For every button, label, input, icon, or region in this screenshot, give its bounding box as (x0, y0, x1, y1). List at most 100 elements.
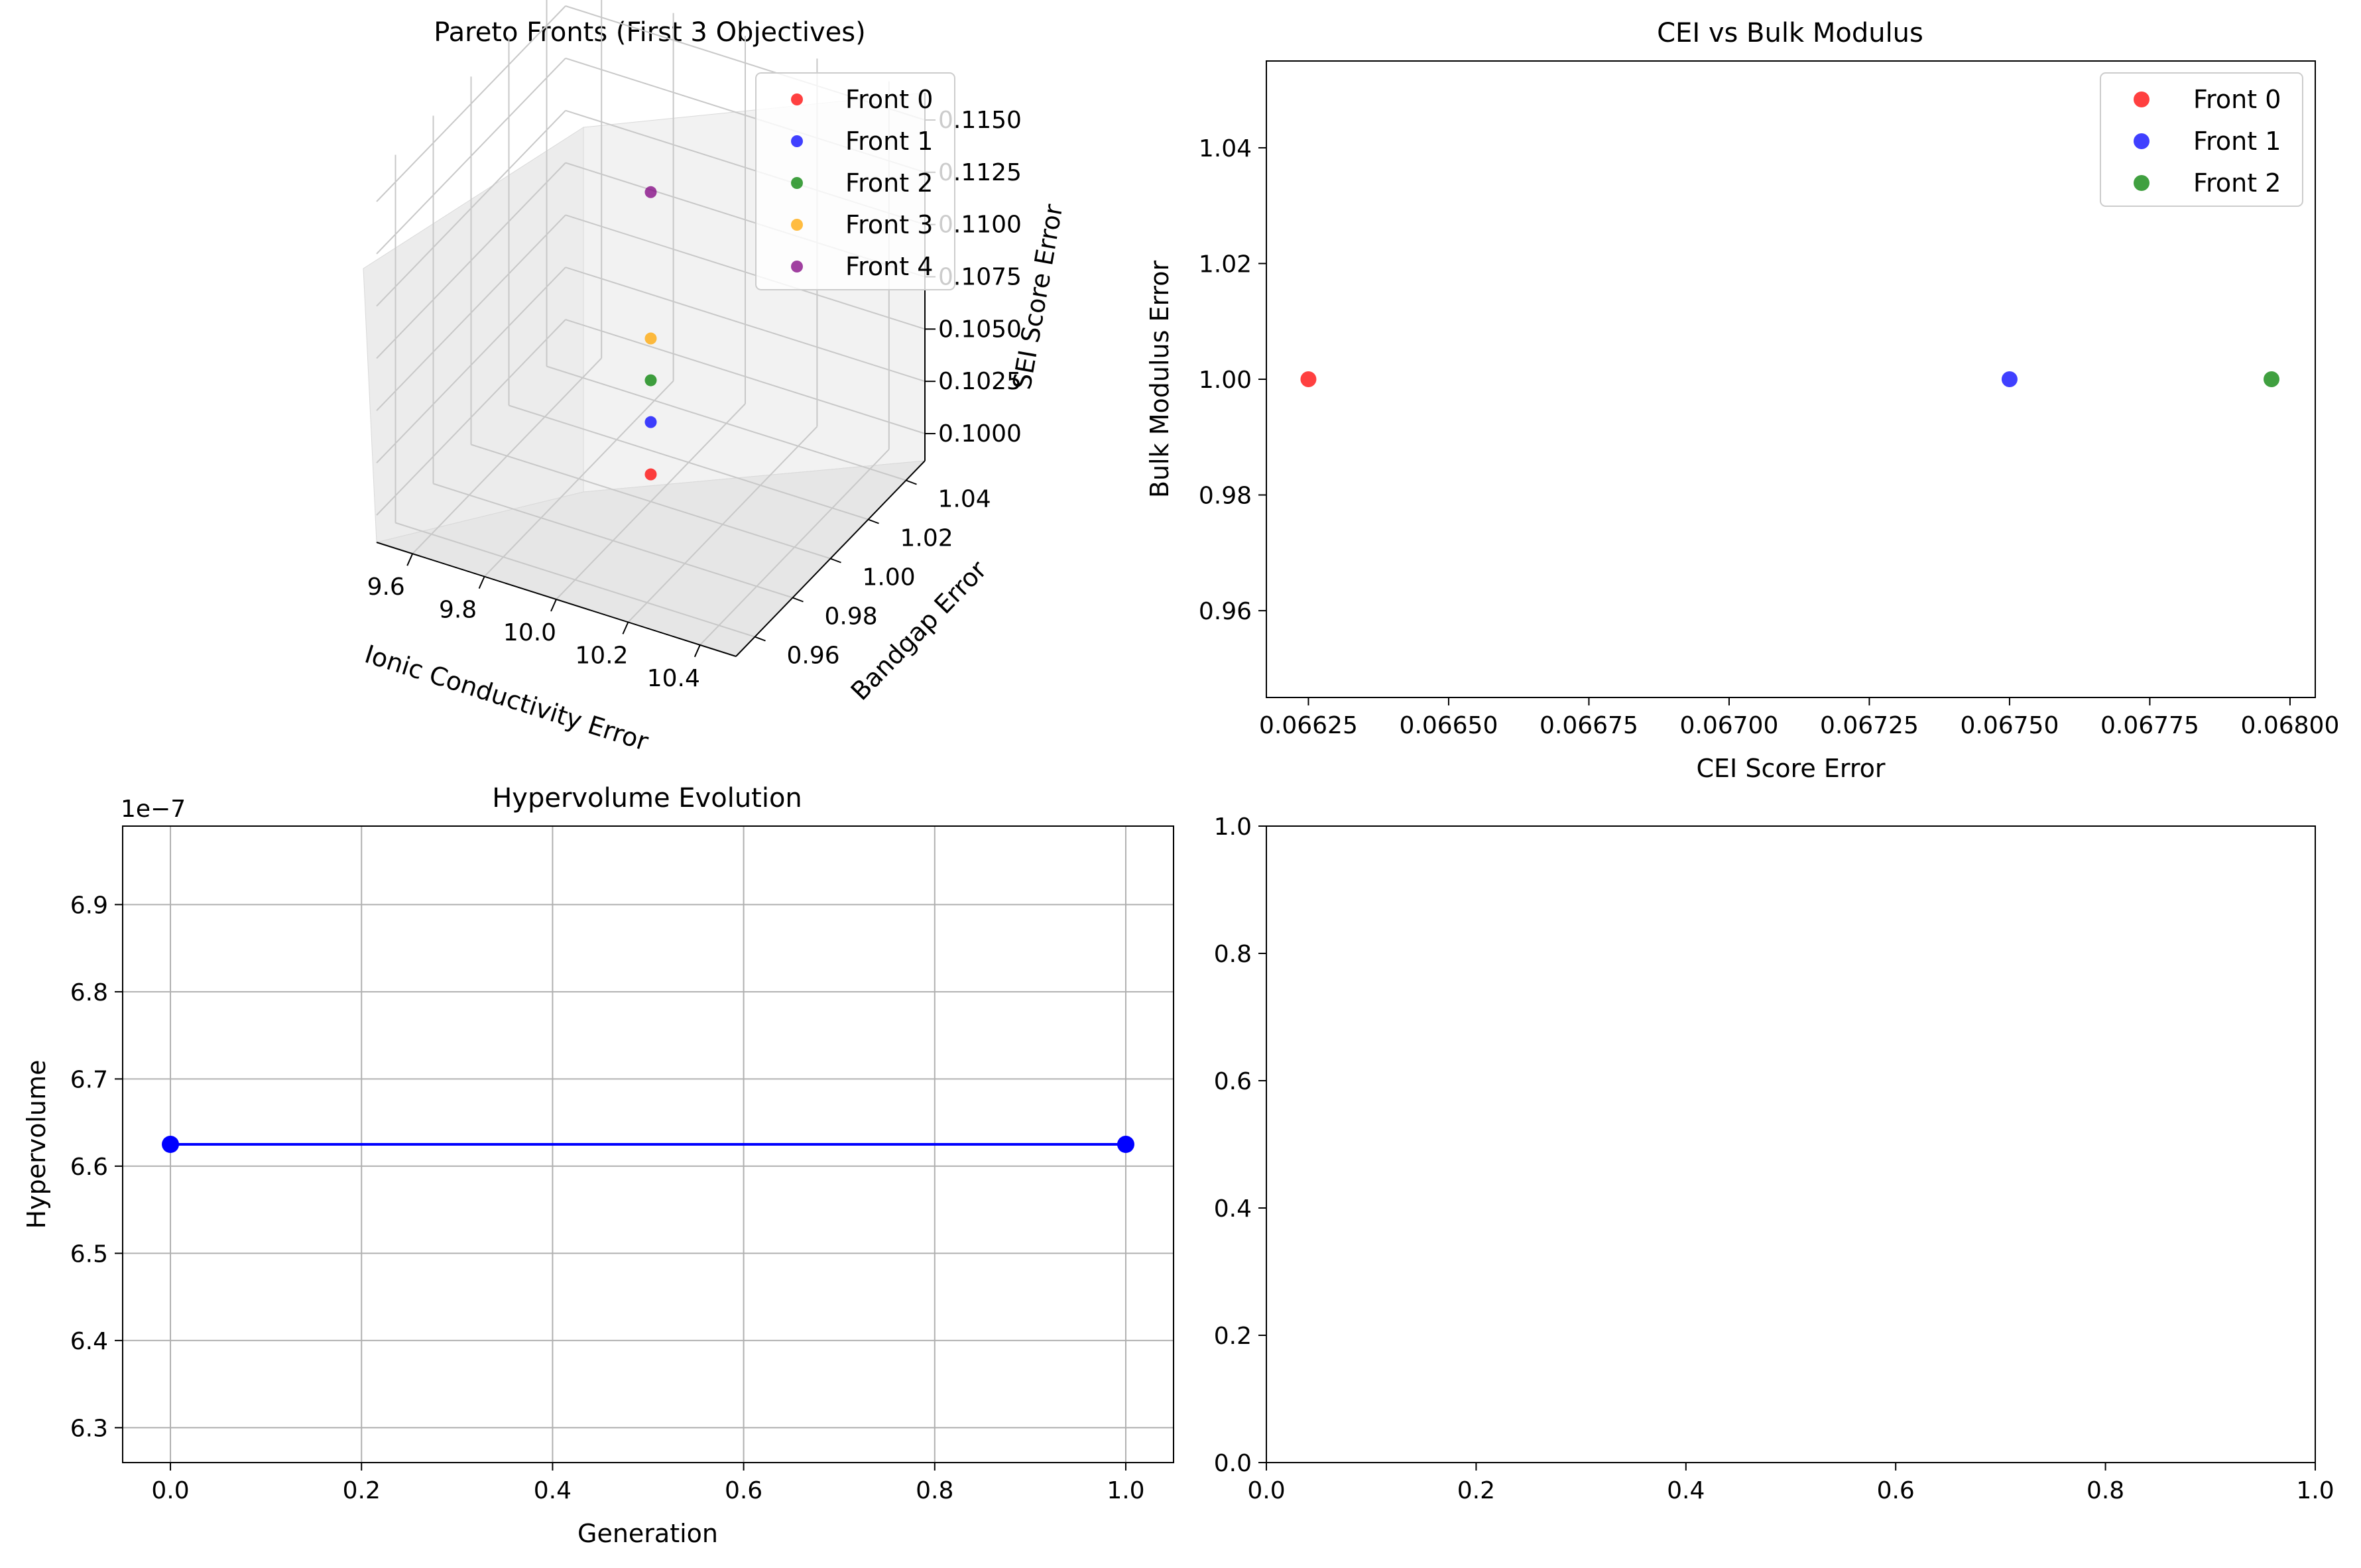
y-tick-label: 0.98 (825, 603, 878, 631)
z-grid-line (376, 214, 566, 412)
z-grid-line (376, 162, 566, 359)
y-tick-label: 6.9 (70, 892, 108, 919)
y-tick (830, 558, 841, 564)
pareto-point (644, 468, 657, 481)
y-tick-label: 1.04 (1199, 135, 1252, 162)
cei-y-label: Bulk Modulus Error (1145, 261, 1174, 499)
x-tick-label: 1.0 (2296, 1477, 2334, 1504)
y-tick-label: 0.2 (1214, 1323, 1252, 1350)
legend-marker (2134, 175, 2149, 191)
z-grid-line (376, 58, 566, 255)
hv-offset-label: 1e−7 (121, 796, 186, 823)
legend-marker (791, 261, 803, 272)
cei-ticks: 0.06625 0.06650 0.06675 0.06700 0.06725 0.067… (1199, 135, 2340, 739)
cei-point (2001, 371, 2018, 387)
cei-point (1300, 371, 1317, 387)
legend-label: Front 2 (845, 168, 933, 198)
cei-title: CEI vs Bulk Modulus (1657, 18, 1923, 48)
empty-subplot: 0.0 0.2 0.4 0.6 0.8 1.0 0.0 0.2 0.4 0.6 0.8 1.0 (1214, 814, 2334, 1504)
x-tick-label: 9.8 (439, 597, 477, 624)
hv-y-label: Hypervolume (22, 1060, 51, 1229)
y-grid-line (509, 404, 869, 520)
x-tick (694, 644, 701, 658)
x-tick-label: 0.06650 (1400, 712, 1498, 739)
legend-marker (791, 219, 803, 231)
z-tick-label: 0.1000 (938, 420, 1022, 448)
cei-points (1300, 371, 2280, 387)
x-tick-label: 0.06675 (1540, 712, 1638, 739)
hv-plot-frame (122, 825, 1174, 1463)
y-tick-label: 0.96 (1199, 598, 1252, 625)
x-tick-label: 10.2 (575, 642, 628, 669)
y-tick-label: 1.04 (938, 486, 991, 513)
x-tick-label: 0.4 (1667, 1477, 1705, 1504)
cei-x-label: CEI Score Error (1697, 754, 1886, 783)
y-tick-label: 0.0 (1214, 1450, 1252, 1477)
x-tick-label: 0.06750 (1960, 712, 2059, 739)
pareto-legend: Front 0 Front 1 Front 2 Front 3 Front 4 (755, 72, 955, 290)
pareto-point (644, 186, 657, 198)
y-tick-label: 1.00 (1199, 367, 1252, 394)
legend-marker (791, 135, 803, 147)
y-tick-label: 1.0 (1214, 814, 1252, 841)
x-tick-label: 0.6 (1877, 1477, 1915, 1504)
z-grid-line (565, 214, 926, 330)
legend-label: Front 4 (845, 252, 933, 281)
x-tick-label: 0.06775 (2100, 712, 2199, 739)
cei-legend: Front 0 Front 1 Front 2 (2100, 72, 2303, 207)
x-tick-label: 0.06725 (1820, 712, 1919, 739)
y-tick-label: 1.00 (863, 564, 916, 591)
y-tick-label: 0.8 (1214, 941, 1252, 968)
z-grid-line (376, 319, 566, 516)
hv-point (1117, 1136, 1134, 1153)
y-tick (906, 479, 917, 485)
legend-box (755, 72, 955, 290)
x-tick-label: 0.8 (2087, 1477, 2124, 1504)
x-tick (550, 599, 557, 612)
x-tick (406, 553, 414, 566)
grid-3d (376, 0, 926, 646)
x-tick-label: 0.6 (725, 1477, 762, 1504)
legend-marker (791, 93, 803, 105)
pareto-point (644, 416, 657, 428)
y-tick-label: 1.02 (900, 525, 953, 552)
z-tick-label: 0.1025 (938, 368, 1022, 395)
x-tick (478, 576, 485, 589)
legend-marker (791, 177, 803, 189)
x-tick-label: 0.06625 (1259, 712, 1358, 739)
x-tick-label: 0.0 (1247, 1477, 1285, 1504)
legend-label: Front 0 (845, 85, 933, 114)
cei-subplot: CEI vs Bulk Modulus 0.06625 0.06650 0.0667… (1145, 18, 2339, 783)
y-tick-label: 6.5 (70, 1240, 108, 1268)
hv-series (162, 1136, 1134, 1153)
legend-label: Front 1 (2193, 127, 2281, 156)
x-tick-label: 0.06800 (2240, 712, 2339, 739)
y-tick-label: 0.98 (1199, 483, 1252, 510)
y-tick-label: 0.4 (1214, 1195, 1252, 1223)
y-tick-label: 6.3 (70, 1415, 108, 1442)
hv-grid (123, 826, 1174, 1463)
x-tick-label: 0.0 (151, 1477, 189, 1504)
z-grid-line (376, 109, 566, 307)
legend-box (2100, 72, 2303, 207)
x-tick-label: 0.8 (916, 1477, 953, 1504)
legend-marker (2134, 91, 2149, 107)
hv-x-label: Generation (577, 1519, 718, 1548)
y-grid-line (471, 444, 831, 560)
cei-point (2264, 371, 2280, 387)
points-3d (644, 186, 657, 481)
hypervolume-subplot: Hypervolume Evolution 1e−7 0.0 0.2 0.4 0.6 0… (22, 783, 1174, 1548)
y-tick-label: 6.7 (70, 1066, 108, 1093)
hv-title: Hypervolume Evolution (492, 783, 802, 814)
y-tick-label: 6.6 (70, 1154, 108, 1181)
y-grid-line (546, 365, 906, 481)
legend-label: Front 1 (845, 127, 933, 156)
x-tick-label: 0.4 (534, 1477, 572, 1504)
y-tick-label: 6.4 (70, 1328, 108, 1355)
z-grid-line (565, 267, 926, 383)
pareto-point (644, 374, 657, 387)
hv-point (162, 1136, 180, 1153)
x-tick-label: 10.0 (503, 619, 556, 646)
y-tick-label: 0.96 (787, 642, 840, 670)
